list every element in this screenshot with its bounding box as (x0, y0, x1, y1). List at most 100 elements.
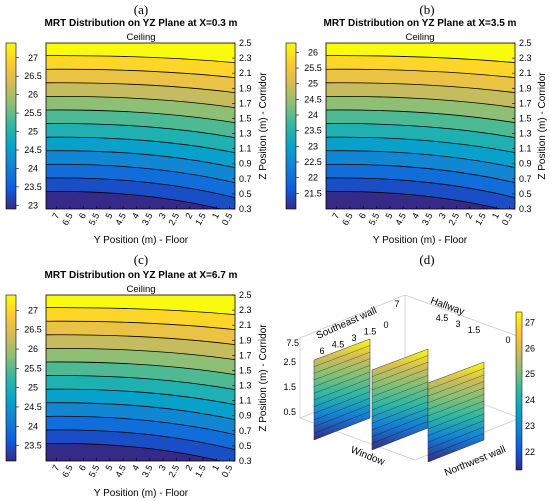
panel-b-xlabel: Y Position (m) - Floor (373, 235, 468, 246)
y-tick-label: 2.3 (239, 305, 252, 315)
x-tick-label: 1 (210, 211, 221, 220)
x-tick-label: 3 (157, 463, 168, 472)
contour-line (46, 95, 235, 109)
contour-line (46, 82, 235, 94)
y-tick-label: 1.1 (519, 144, 532, 154)
y-tick-label: 0.3 (519, 204, 532, 214)
panel-c-letter: (c) (134, 252, 148, 267)
panel-c-xlabel: Y Position (m) - Floor (94, 488, 189, 499)
y-tick-label: 0.9 (239, 411, 252, 421)
panel-d-slices (313, 338, 485, 463)
panel-b-ceiling-label: Ceiling (405, 32, 434, 43)
contour-line (46, 429, 235, 451)
panel-c-contour-plot (45, 294, 236, 462)
x-tick-label: 1 (490, 211, 501, 220)
colorbar-tick: 26 (28, 90, 38, 100)
slice-contour (427, 387, 485, 410)
slice-contour (313, 351, 371, 374)
contour-line (326, 177, 515, 199)
slice-contour (371, 368, 429, 391)
southeast-tick: 4.5 (332, 340, 345, 350)
colorbar-tick: 22 (308, 173, 318, 183)
slice-contour (313, 404, 371, 427)
slice-contour (371, 401, 429, 424)
slice-contour (313, 398, 371, 421)
contour-line (46, 347, 235, 361)
x-tick-label: 4 (130, 463, 141, 472)
y-tick-label: 0.7 (239, 174, 252, 184)
panel-a-contour-plot (45, 42, 236, 210)
y-tick-label: 1.9 (519, 83, 532, 93)
x-tick-label: 5.5 (87, 211, 102, 227)
colorbar-tick: 25 (28, 127, 38, 137)
y-tick-label: 1.7 (239, 98, 252, 108)
colorbar-tick: 27 (28, 305, 38, 315)
contour-line (326, 150, 515, 169)
contour-line (326, 95, 515, 109)
slice-contour (427, 420, 485, 443)
x-tick-label: 3.5 (420, 211, 435, 227)
x-tick-label: 5 (103, 463, 114, 472)
colorbar-tick: 22 (525, 447, 535, 457)
slice-contour (427, 426, 485, 450)
x-tick-label: 2 (183, 463, 194, 472)
x-tick-label: 1 (210, 463, 221, 472)
panel-d-window-label: Window (349, 445, 387, 469)
colorbar-tick: 23 (525, 421, 535, 431)
plot-frame (45, 42, 236, 210)
y-tick-label: 0.5 (239, 189, 252, 199)
hallway-tick: 0 (505, 335, 510, 345)
colorbar-gradient (285, 42, 297, 210)
box-edge (299, 294, 406, 339)
x-tick-label: 3 (157, 211, 168, 220)
contour-line (46, 361, 235, 376)
panel-b-colorbar (285, 42, 297, 210)
y-tick-label: 1.5 (519, 113, 532, 123)
hallway-tick: 3 (455, 319, 460, 329)
colorbar-tick: 24.5 (304, 94, 322, 104)
panel-c-y-ticks: 2.5 2.3 2.1 1.9 1.7 1.5 1.3 1.1 0.9 0.7 0.5 0.3 (232, 290, 252, 466)
colorbar-tick: 26 (28, 344, 38, 354)
x-tick-label: 6.5 (340, 211, 355, 227)
colorbar-tick: 25 (525, 369, 535, 379)
panel-c-ceiling-label: Ceiling (126, 284, 155, 295)
southeast-tick: 6 (319, 346, 324, 356)
contour-line (326, 191, 503, 209)
x-tick-label: 6 (77, 211, 88, 220)
y-tick-label: 0.7 (239, 426, 252, 436)
panel-d-letter: (d) (419, 252, 434, 267)
southeast-tick: 1.5 (364, 327, 377, 337)
slice-contour (313, 365, 371, 387)
colorbar-tick: 24 (525, 395, 535, 405)
x-tick-label: 3.5 (140, 463, 155, 479)
slice-contour (313, 371, 371, 394)
slice-contour (371, 388, 429, 411)
x-tick-label: 7 (50, 463, 61, 472)
x-tick-label: 6.5 (60, 463, 75, 479)
y-tick-label: 1.1 (239, 144, 252, 154)
colorbar-tick: 24 (308, 110, 318, 120)
contour-line (46, 415, 235, 436)
y-tick-label: 1.3 (239, 381, 252, 391)
contour-line (46, 307, 235, 316)
contour-line (46, 55, 235, 64)
hallway-tick: 7 (394, 299, 399, 309)
plot-frame (45, 294, 236, 462)
southeast-tick: 3 (351, 333, 356, 343)
y-tick-label: 0.9 (239, 159, 252, 169)
x-tick-label: 3.5 (140, 211, 155, 227)
x-tick-label: 6 (77, 463, 88, 472)
x-tick-label: 1.5 (193, 211, 208, 227)
colorbar-tick: 21.5 (304, 188, 322, 198)
slice-contour (313, 384, 371, 407)
colorbar-tick: 26.5 (24, 71, 42, 81)
panel-d: (d) 27 26 25 24 23 22 6 4.5 3 1.5 0 7 4.5 3 1.5 0 7.5… (283, 252, 535, 479)
slice-contour (371, 408, 429, 431)
panel-c: (c) MRT Distribution on YZ Plane at X=6.… (5, 252, 269, 499)
x-tick-label: 2 (183, 211, 194, 220)
panel-a-xlabel: Y Position (m) - Floor (94, 235, 189, 246)
y-tick-label: 2.5 (519, 38, 532, 48)
z-tick: 1.5 (283, 382, 296, 392)
slice-contour (427, 413, 485, 436)
colorbar-tick: 24.5 (24, 402, 42, 412)
